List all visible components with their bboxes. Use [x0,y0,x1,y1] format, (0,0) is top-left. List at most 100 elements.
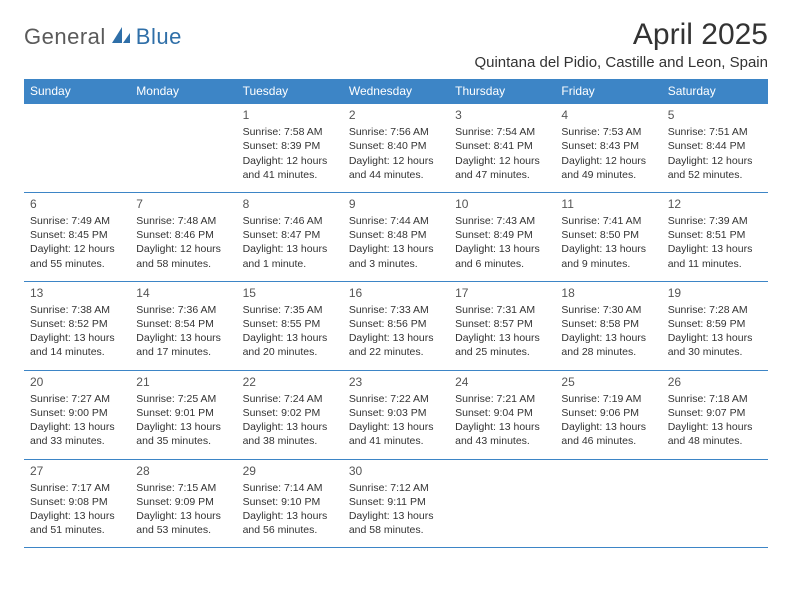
sunrise-text: Sunrise: 7:39 AM [668,214,762,228]
sunset-text: Sunset: 8:46 PM [136,228,230,242]
sunset-text: Sunset: 9:01 PM [136,406,230,420]
calendar-empty-cell [130,104,236,193]
day-number: 1 [243,107,337,123]
calendar-day-cell: 5Sunrise: 7:51 AMSunset: 8:44 PMDaylight… [662,104,768,193]
calendar-week-row: 1Sunrise: 7:58 AMSunset: 8:39 PMDaylight… [24,104,768,193]
calendar-day-cell: 14Sunrise: 7:36 AMSunset: 8:54 PMDayligh… [130,281,236,370]
day-number: 4 [561,107,655,123]
logo-text-blue: Blue [136,24,182,50]
calendar-day-cell: 1Sunrise: 7:58 AMSunset: 8:39 PMDaylight… [237,104,343,193]
daylight-text: Daylight: 13 hours and 56 minutes. [243,509,337,537]
header-row: General Blue April 2025 Quintana del Pid… [24,18,768,71]
daylight-text: Daylight: 12 hours and 44 minutes. [349,154,443,182]
day-number: 7 [136,196,230,212]
sunset-text: Sunset: 8:49 PM [455,228,549,242]
day-number: 15 [243,285,337,301]
calendar-day-cell: 16Sunrise: 7:33 AMSunset: 8:56 PMDayligh… [343,281,449,370]
calendar-empty-cell [449,459,555,548]
sunrise-text: Sunrise: 7:44 AM [349,214,443,228]
calendar-week-row: 27Sunrise: 7:17 AMSunset: 9:08 PMDayligh… [24,459,768,548]
calendar-header: SundayMondayTuesdayWednesdayThursdayFrid… [24,79,768,104]
calendar-day-cell: 3Sunrise: 7:54 AMSunset: 8:41 PMDaylight… [449,104,555,193]
title-block: April 2025 Quintana del Pidio, Castille … [474,18,768,71]
sunset-text: Sunset: 8:54 PM [136,317,230,331]
daylight-text: Daylight: 13 hours and 53 minutes. [136,509,230,537]
sunrise-text: Sunrise: 7:21 AM [455,392,549,406]
calendar-day-cell: 29Sunrise: 7:14 AMSunset: 9:10 PMDayligh… [237,459,343,548]
daylight-text: Daylight: 13 hours and 33 minutes. [30,420,124,448]
calendar-day-cell: 9Sunrise: 7:44 AMSunset: 8:48 PMDaylight… [343,192,449,281]
day-number: 21 [136,374,230,390]
day-number: 27 [30,463,124,479]
daylight-text: Daylight: 13 hours and 1 minute. [243,242,337,270]
day-number: 18 [561,285,655,301]
calendar-day-cell: 15Sunrise: 7:35 AMSunset: 8:55 PMDayligh… [237,281,343,370]
day-number: 26 [668,374,762,390]
calendar-day-cell: 22Sunrise: 7:24 AMSunset: 9:02 PMDayligh… [237,370,343,459]
sunset-text: Sunset: 8:55 PM [243,317,337,331]
daylight-text: Daylight: 13 hours and 41 minutes. [349,420,443,448]
daylight-text: Daylight: 13 hours and 22 minutes. [349,331,443,359]
day-number: 22 [243,374,337,390]
sunset-text: Sunset: 9:10 PM [243,495,337,509]
daylight-text: Daylight: 13 hours and 9 minutes. [561,242,655,270]
sunset-text: Sunset: 8:47 PM [243,228,337,242]
sunrise-text: Sunrise: 7:49 AM [30,214,124,228]
daylight-text: Daylight: 13 hours and 43 minutes. [455,420,549,448]
weekday-header: Sunday [24,79,130,104]
daylight-text: Daylight: 12 hours and 41 minutes. [243,154,337,182]
logo: General Blue [24,24,182,50]
day-number: 28 [136,463,230,479]
daylight-text: Daylight: 12 hours and 47 minutes. [455,154,549,182]
sunset-text: Sunset: 8:40 PM [349,139,443,153]
day-number: 5 [668,107,762,123]
sunrise-text: Sunrise: 7:35 AM [243,303,337,317]
sunset-text: Sunset: 8:48 PM [349,228,443,242]
calendar-day-cell: 30Sunrise: 7:12 AMSunset: 9:11 PMDayligh… [343,459,449,548]
calendar-day-cell: 28 Sunrise: 7:15 AMSunset: 9:09 PMDayligh… [130,459,236,548]
calendar-day-cell: 13Sunrise: 7:38 AMSunset: 8:52 PMDayligh… [24,281,130,370]
sunrise-text: Sunrise: 7:18 AM [668,392,762,406]
day-number: 12 [668,196,762,212]
calendar-day-cell: 25Sunrise: 7:19 AMSunset: 9:06 PMDayligh… [555,370,661,459]
calendar-day-cell: 8Sunrise: 7:46 AMSunset: 8:47 PMDaylight… [237,192,343,281]
calendar-page: General Blue April 2025 Quintana del Pid… [0,0,792,548]
sunset-text: Sunset: 9:09 PM [136,495,230,509]
daylight-text: Daylight: 12 hours and 52 minutes. [668,154,762,182]
daylight-text: Daylight: 13 hours and 25 minutes. [455,331,549,359]
sunrise-text: Sunrise: 7:46 AM [243,214,337,228]
day-number: 11 [561,196,655,212]
logo-sail-icon [110,25,132,50]
sunrise-text: Sunrise: 7:51 AM [668,125,762,139]
calendar-day-cell: 6Sunrise: 7:49 AMSunset: 8:45 PMDaylight… [24,192,130,281]
day-number: 16 [349,285,443,301]
calendar-week-row: 13Sunrise: 7:38 AMSunset: 8:52 PMDayligh… [24,281,768,370]
sunrise-text: Sunrise: 7:25 AM [136,392,230,406]
calendar-day-cell: 10Sunrise: 7:43 AMSunset: 8:49 PMDayligh… [449,192,555,281]
calendar-day-cell: 19Sunrise: 7:28 AMSunset: 8:59 PMDayligh… [662,281,768,370]
day-number: 24 [455,374,549,390]
sunrise-text: Sunrise: 7:48 AM [136,214,230,228]
sunrise-text: Sunrise: 7:15 AM [136,481,230,495]
daylight-text: Daylight: 12 hours and 58 minutes. [136,242,230,270]
sunset-text: Sunset: 8:45 PM [30,228,124,242]
weekday-header: Friday [555,79,661,104]
sunset-text: Sunset: 8:39 PM [243,139,337,153]
daylight-text: Daylight: 13 hours and 48 minutes. [668,420,762,448]
day-number: 6 [30,196,124,212]
day-number: 2 [349,107,443,123]
calendar-table: SundayMondayTuesdayWednesdayThursdayFrid… [24,79,768,548]
day-number: 10 [455,196,549,212]
sunset-text: Sunset: 8:41 PM [455,139,549,153]
sunrise-text: Sunrise: 7:53 AM [561,125,655,139]
weekday-header: Monday [130,79,236,104]
daylight-text: Daylight: 13 hours and 11 minutes. [668,242,762,270]
calendar-empty-cell [662,459,768,548]
sunrise-text: Sunrise: 7:54 AM [455,125,549,139]
sunset-text: Sunset: 9:02 PM [243,406,337,420]
calendar-day-cell: 21Sunrise: 7:25 AMSunset: 9:01 PMDayligh… [130,370,236,459]
sunrise-text: Sunrise: 7:56 AM [349,125,443,139]
daylight-text: Daylight: 13 hours and 30 minutes. [668,331,762,359]
sunrise-text: Sunrise: 7:28 AM [668,303,762,317]
sunrise-text: Sunrise: 7:12 AM [349,481,443,495]
